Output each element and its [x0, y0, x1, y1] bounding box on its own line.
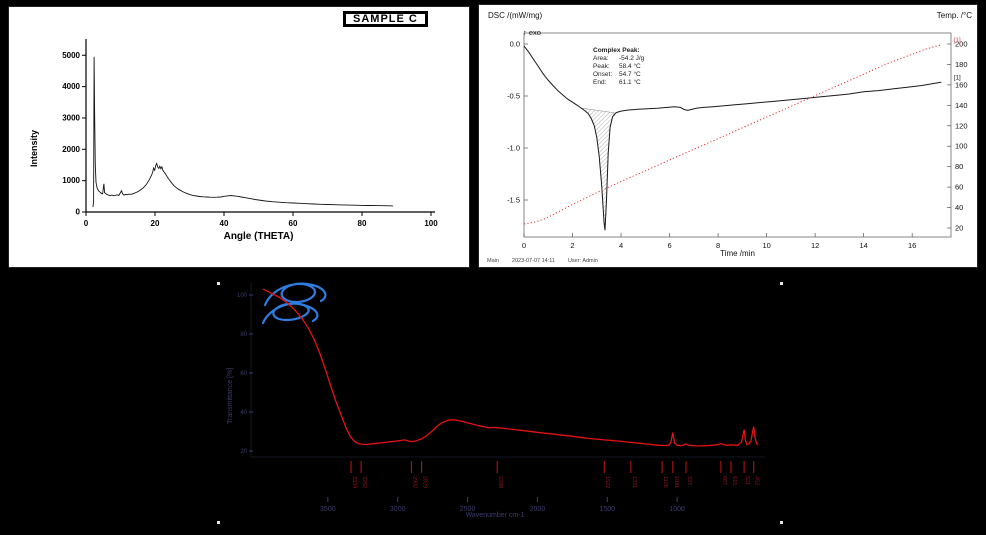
blue-scribble-annotation	[263, 282, 327, 307]
xrd-sample-label: SAMPLE C	[343, 11, 428, 27]
ftir-x-axis-label: Wavenumber cm-1	[465, 512, 525, 519]
svg-text:452: 452	[754, 476, 760, 485]
svg-text:4: 4	[619, 241, 623, 250]
svg-text:200: 200	[955, 40, 968, 49]
svg-text:20: 20	[240, 449, 247, 455]
annotation-area-row: Area: -54.2 J/g	[593, 55, 645, 62]
blue-scribble-annotation	[261, 302, 319, 325]
svg-text:20: 20	[955, 224, 963, 233]
annotation-title: Complex Peak:	[593, 47, 640, 54]
annotation-onset-row: Onset: 54.7 °C	[593, 71, 641, 78]
svg-text:2829: 2829	[422, 476, 428, 488]
svg-text:2: 2	[570, 241, 574, 250]
svg-text:0: 0	[76, 208, 81, 217]
svg-text:40: 40	[220, 219, 229, 228]
svg-text:6: 6	[667, 241, 671, 250]
svg-text:3000: 3000	[390, 506, 406, 513]
svg-text:-0.5: -0.5	[507, 92, 520, 101]
svg-text:2288: 2288	[497, 476, 503, 488]
svg-text:120: 120	[955, 121, 968, 130]
svg-text:12: 12	[811, 241, 819, 250]
svg-text:1031: 1031	[673, 476, 679, 488]
svg-text:40: 40	[955, 203, 963, 212]
xrd-x-axis-label: Angle (THETA)	[223, 231, 294, 242]
svg-text:3334: 3334	[351, 476, 357, 488]
svg-text:8: 8	[716, 241, 720, 250]
svg-text:615: 615	[731, 476, 737, 485]
dsc-footer-user: User: Admin	[567, 258, 598, 264]
svg-text:5000: 5000	[62, 51, 80, 60]
dsc-left-axis-title: DSC /(mW/mg)	[488, 11, 543, 20]
svg-text:60: 60	[955, 183, 963, 192]
corner-mark	[780, 282, 783, 285]
svg-text:14: 14	[859, 241, 867, 250]
svg-text:2902: 2902	[411, 476, 417, 488]
svg-text:180: 180	[955, 60, 968, 69]
svg-text:100: 100	[424, 219, 438, 228]
svg-text:-1.0: -1.0	[507, 144, 520, 153]
annotation-end-row: End: 61.1 °C	[593, 79, 641, 86]
svg-text:3000: 3000	[62, 113, 80, 122]
svg-text:100: 100	[955, 142, 968, 151]
dsc-right-axis-title: Temp. /°C	[936, 11, 972, 20]
svg-text:80: 80	[240, 332, 247, 338]
ftir-chart: 3500 3000 2500 2000 1500 1000 100 80 60 40 20 3334 3…	[237, 282, 765, 513]
svg-text:1000: 1000	[62, 176, 80, 185]
svg-text:687: 687	[721, 476, 727, 485]
svg-text:20: 20	[151, 219, 160, 228]
svg-text:1000: 1000	[669, 506, 685, 513]
svg-text:0: 0	[522, 241, 526, 250]
svg-text:1522: 1522	[604, 476, 610, 488]
dsc-x-axis-label: Time /min	[720, 249, 755, 258]
svg-text:16: 16	[908, 241, 916, 250]
svg-text:4000: 4000	[62, 82, 80, 91]
svg-text:2000: 2000	[530, 506, 546, 513]
dsc-footer-module: Main	[487, 258, 499, 264]
svg-text:1331: 1331	[631, 476, 637, 488]
dsc-footer: Main 2023-07-07 14:11 User: Admin	[487, 258, 598, 264]
svg-text:521: 521	[744, 476, 750, 485]
svg-text:3500: 3500	[320, 506, 336, 513]
svg-text:0: 0	[84, 219, 89, 228]
svg-text:40: 40	[240, 410, 247, 416]
svg-text:1108: 1108	[662, 476, 668, 488]
annotation-peak-row: Peak: 58.4 °C	[593, 63, 641, 70]
dsc-exo-label: ↑ exo	[523, 28, 541, 37]
dsc-footer-datetime: 2023-07-07 14:11	[511, 258, 555, 264]
svg-text:60: 60	[289, 219, 298, 228]
svg-text:10: 10	[762, 241, 770, 250]
svg-text:1500: 1500	[600, 506, 616, 513]
svg-text:0.0: 0.0	[510, 40, 520, 49]
svg-text:80: 80	[358, 219, 367, 228]
corner-mark	[780, 521, 783, 524]
ftir-panel: Transmittance [%] 3500 3000 2500 2000 1500 10…	[0, 272, 986, 535]
dsc-complex-peak-annotation: Complex Peak: Area: -54.2 J/g Peak: 58.4 °…	[593, 47, 644, 87]
dsc-panel: 0 2 4 6 8 10 12 14 16 0.0 -0.5 -1.0 -1.5 200 180 160 140…	[478, 4, 978, 268]
svg-text:937: 937	[686, 476, 692, 485]
svg-text:80: 80	[955, 162, 963, 171]
svg-text:[1]: [1]	[954, 75, 961, 81]
corner-mark	[217, 282, 220, 285]
dsc-chart: 0 2 4 6 8 10 12 14 16 0.0 -0.5 -1.0 -1.5 200 180 160 140…	[507, 32, 968, 250]
svg-text:140: 140	[955, 101, 968, 110]
svg-text:160: 160	[955, 80, 968, 89]
svg-text:2500: 2500	[460, 506, 476, 513]
svg-text:60: 60	[240, 371, 247, 377]
svg-text:2000: 2000	[62, 145, 80, 154]
svg-text:-1.5: -1.5	[507, 196, 520, 205]
svg-text:100: 100	[237, 293, 248, 299]
corner-mark	[217, 521, 220, 524]
xrd-panel: SAMPLE C Intensity 0 20 40 60 80 100 0 1000 2000…	[8, 6, 470, 268]
svg-text:[1]: [1]	[954, 38, 961, 44]
svg-text:3262: 3262	[361, 476, 367, 488]
